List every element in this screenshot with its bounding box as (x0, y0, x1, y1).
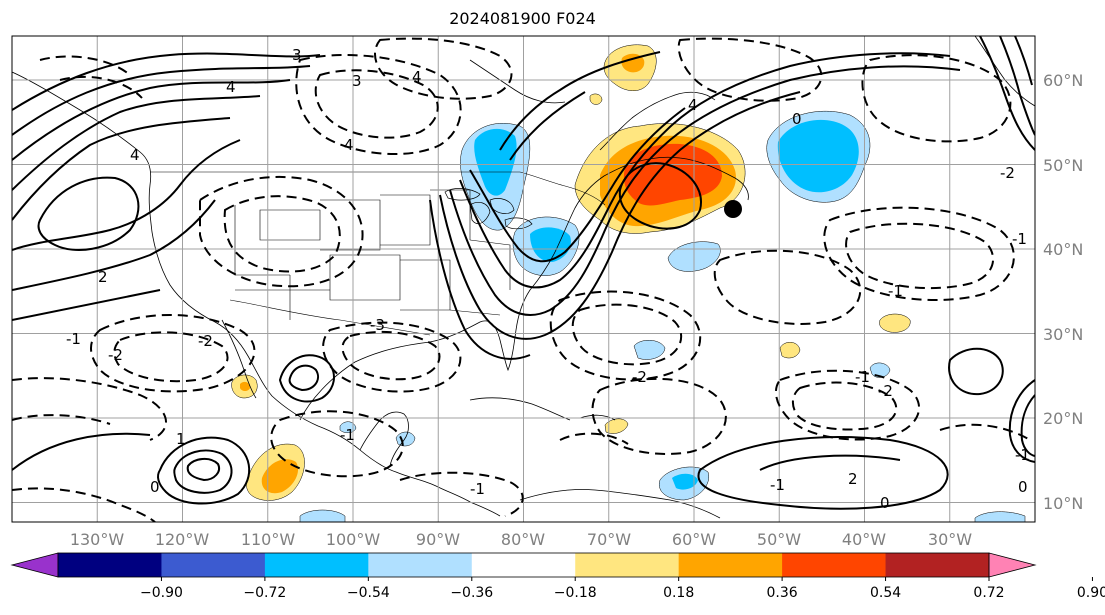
lon-label-60w: 60°W (672, 530, 716, 549)
warm-anomaly-small-1 (779, 342, 801, 359)
colorbar-segment (161, 553, 266, 577)
map-title: 2024081900 F024 (449, 9, 596, 28)
graticule (12, 36, 1035, 522)
lat-label-60n: 60°N (1043, 71, 1083, 90)
cold-anomaly-small-2 (869, 362, 891, 378)
warm-anomaly-pacific-core (261, 459, 299, 494)
contour-label: 3 (352, 72, 362, 90)
contour-label: 0 (150, 478, 160, 496)
cold-anomaly-small-4 (299, 509, 346, 522)
warm-anomaly-labrador-core (621, 53, 645, 73)
warm-anomaly-atlantic (879, 313, 911, 333)
great-lakes (444, 188, 533, 230)
warm-anomaly-small-3 (589, 93, 603, 105)
colorbar-segment (678, 553, 783, 577)
contour-label: 2 (848, 470, 858, 488)
contour-label: 4 (412, 68, 422, 86)
lon-label-50w: 50°W (757, 530, 801, 549)
colorbar-frame (57, 552, 990, 578)
cold-anomaly-great-lakes-core (474, 128, 517, 196)
contour-label: 4 (344, 136, 354, 154)
colorbar-tick-label: 0.90 (1077, 585, 1105, 601)
cold-anomaly-central-am (395, 431, 416, 447)
lat-label-30n: 30°N (1043, 325, 1083, 344)
colorbar-extend-high (988, 552, 1037, 578)
contour-label: -1 (1012, 230, 1027, 248)
lat-label-50n: 50°N (1043, 156, 1083, 175)
lon-label-30w: 30°W (928, 530, 972, 549)
cold-anomaly-midatlantic-core (530, 227, 571, 262)
lon-label-40w: 40°W (842, 530, 886, 549)
colorbar-tick-label: −0.18 (554, 585, 597, 601)
colorbar-extend-low (10, 552, 59, 578)
colorbar-segment (885, 553, 990, 577)
colorbar-segment (471, 553, 576, 577)
colorbar-tick-label: 0.18 (663, 585, 694, 601)
colorbar-segment (782, 553, 887, 577)
lat-label-40n: 40°N (1043, 240, 1083, 259)
colorbar-tick-label: −0.54 (347, 585, 390, 601)
contour-label: -2 (108, 346, 123, 364)
contour-label: -1 (340, 426, 355, 444)
contour-label: 0 (880, 494, 890, 512)
contours-positive (12, 36, 1035, 510)
contour-labels: 4 4 2 3 4 3 4 4 0 -1 -2 -1 -2 -3 -1 -2 -… (66, 46, 1030, 512)
contour-label: -1 (66, 330, 81, 348)
warm-anomaly-baja-core (240, 381, 250, 391)
contour-label: -2 (198, 332, 213, 350)
contour-label: 0 (792, 110, 802, 128)
contour-label: -1 (888, 282, 903, 300)
cold-anomaly-bermuda (633, 340, 666, 360)
cold-anomaly-north-atlantic-core (777, 119, 859, 193)
lon-label-100w: 100°W (326, 530, 381, 549)
colorbar-segment (264, 553, 369, 577)
contour-label: 0 (1018, 478, 1028, 496)
cold-anomaly-small-1 (339, 421, 357, 433)
contour-label: -2 (878, 382, 893, 400)
contour-label: 4 (130, 146, 140, 164)
contour-label: 2 (98, 268, 108, 286)
lon-label-110w: 110°W (241, 530, 296, 549)
colorbar-tick-label: 0.36 (767, 585, 798, 601)
colorbar-segment (58, 553, 162, 577)
contours-negative (12, 37, 1031, 522)
political-borders (150, 171, 606, 336)
contour-label: 3 (292, 46, 302, 64)
longitude-labels: 130°W 120°W 110°W 100°W 90°W 80°W 70°W 6… (70, 530, 972, 549)
contour-label: 1 (176, 430, 186, 448)
colorbar-segment (575, 553, 680, 577)
lon-label-120w: 120°W (155, 530, 210, 549)
map-plot-area: 4 4 2 3 4 3 4 4 0 -1 -2 -1 -2 -3 -1 -2 -… (12, 36, 1035, 522)
lat-label-20n: 20°N (1043, 409, 1083, 428)
lat-label-10n: 10°N (1043, 494, 1083, 513)
cold-anomaly-south-america-core (672, 473, 698, 490)
map-frame (11, 35, 1036, 523)
contour-label: -2 (1000, 164, 1015, 182)
anomaly-shading (231, 44, 1026, 522)
lon-label-80w: 80°W (501, 530, 545, 549)
colorbar-tick-label: 0.54 (870, 585, 901, 601)
colorbar: −0.90 −0.72 −0.54 −0.36 −0.18 0.18 0.36 0.54 0.7… (10, 552, 1105, 601)
location-marker (724, 200, 742, 218)
contour-label: 4 (688, 96, 698, 114)
warm-anomaly-small-2 (604, 418, 629, 434)
colorbar-segment (368, 553, 473, 577)
colorbar-tick-label: −0.36 (450, 585, 493, 601)
contour-label: -1 (1015, 446, 1030, 464)
latitude-labels: 10°N 20°N 30°N 40°N 50°N 60°N (1043, 71, 1083, 513)
contour-label: -1 (470, 480, 485, 498)
colorbar-tick-label: 0.72 (973, 585, 1004, 601)
contour-label: -1 (770, 476, 785, 494)
contour-label: -3 (370, 316, 385, 334)
contour-label: -1 (855, 368, 870, 386)
lon-label-130w: 130°W (70, 530, 125, 549)
contour-label: -2 (632, 368, 647, 386)
contour-label: 4 (226, 78, 236, 96)
colorbar-tick-label: −0.90 (140, 585, 183, 601)
lon-label-90w: 90°W (416, 530, 460, 549)
cold-anomaly-small-3 (974, 511, 1026, 522)
colorbar-tick-label: −0.72 (243, 585, 286, 601)
lon-label-70w: 70°W (587, 530, 631, 549)
